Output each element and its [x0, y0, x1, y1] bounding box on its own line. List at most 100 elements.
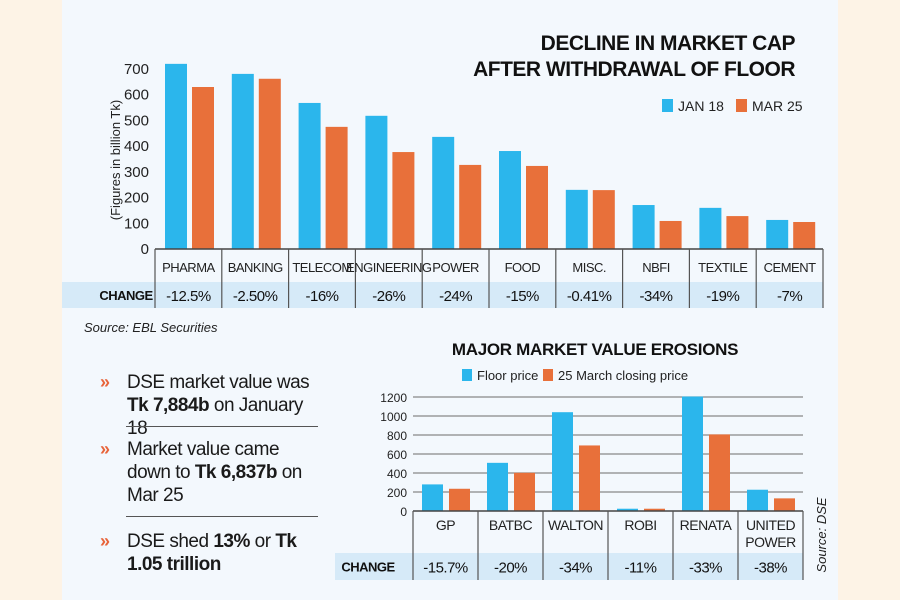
- bullet-text: on Mar 25: [127, 462, 302, 506]
- y-tick-label: 200: [387, 486, 407, 500]
- legend-label: JAN 18: [678, 98, 724, 114]
- y-tick-label: 400: [387, 467, 407, 481]
- change-value: -26%: [372, 288, 405, 305]
- bar-series1-telecom: [298, 102, 321, 249]
- y-tick-label: 200: [124, 190, 149, 207]
- top-chart-source: Source: EBL Securities: [84, 320, 218, 335]
- chevron-right-icon: »: [100, 531, 110, 551]
- category-label: WALTON: [548, 517, 603, 533]
- bar-series2-banking: [258, 78, 281, 250]
- change-value: -24%: [439, 288, 472, 305]
- y-tick-label: 600: [387, 448, 407, 462]
- chevron-right-icon: »: [100, 372, 110, 392]
- legend-label: Floor price: [477, 368, 538, 383]
- bullet-text: on January 18: [127, 395, 303, 439]
- bar-series2-cement: [793, 222, 816, 249]
- bar-series2-textile: [726, 216, 749, 249]
- y-axis-label: (Figures in billion Tk): [108, 100, 123, 220]
- y-tick-label: 300: [124, 164, 149, 181]
- category-label: RENATA: [680, 517, 733, 533]
- bar-series2-telecom: [325, 126, 348, 249]
- bar-series1-textile: [699, 207, 722, 249]
- category-label: FOOD: [505, 260, 541, 275]
- bar-series2-batbc: [514, 472, 535, 511]
- bullet-bold: Tk 7,884b: [127, 395, 210, 416]
- y-tick-label: 1200: [380, 391, 407, 405]
- bar-series1-walton: [552, 412, 573, 511]
- bar-series1-power: [432, 136, 455, 249]
- bullet-bold: 13%: [213, 531, 250, 552]
- category-label: UNITED: [746, 517, 796, 533]
- bar-series2-unitedpower: [774, 498, 795, 511]
- y-tick-label: 1000: [380, 410, 407, 424]
- bar-series1-gp: [422, 484, 443, 511]
- change-value: -34%: [559, 560, 592, 577]
- bullet-text: or: [249, 531, 276, 552]
- change-value: -11%: [625, 560, 657, 577]
- bar-series2-gp: [449, 488, 470, 511]
- bar-series1-renata: [682, 396, 703, 511]
- bar-series2-robi: [644, 508, 665, 511]
- legend-swatch-closing: [543, 369, 553, 381]
- bar-series1-banking: [231, 73, 254, 249]
- category-label: TEXTILE: [698, 260, 748, 275]
- bullet-3: » DSE shed 13% or Tk 1.05 trillion: [100, 530, 320, 576]
- bar-series2-pharma: [192, 87, 214, 249]
- chart-title: AFTER WITHDRAWAL OF FLOOR: [473, 58, 795, 81]
- bullet-2: » Market value came down to Tk 6,837b on…: [100, 438, 320, 507]
- legend-swatch-jan18: [662, 99, 673, 112]
- bar-series1-engineering: [365, 115, 388, 249]
- category-label: CEMENT: [764, 260, 816, 275]
- bar-series2-renata: [709, 434, 730, 511]
- bar-series1-batbc: [487, 462, 508, 511]
- chart-title: DECLINE IN MARKET CAP: [541, 32, 796, 55]
- bullet-bold: Tk 1.05 trillion: [127, 531, 297, 575]
- change-value: -15%: [506, 288, 539, 305]
- bullet-text: DSE market value was: [127, 372, 310, 393]
- chevron-right-icon: »: [100, 439, 110, 459]
- bar-series1-cement: [766, 219, 789, 249]
- change-label: CHANGE: [341, 560, 395, 575]
- bullet-text: DSE shed: [127, 531, 214, 552]
- change-value: -34%: [639, 288, 672, 305]
- category-label: ENGINEERING: [346, 260, 432, 275]
- y-tick-label: 500: [124, 112, 149, 129]
- bullet-1: » DSE market value was Tk 7,884b on Janu…: [100, 371, 320, 440]
- change-value: -2.50%: [233, 288, 278, 305]
- bottom-chart-source: Source: DSE: [814, 497, 829, 572]
- change-value: -15.7%: [423, 560, 468, 577]
- category-label: PHARMA: [162, 260, 215, 275]
- chart-title: MAJOR MARKET VALUE EROSIONS: [452, 340, 738, 359]
- bar-series1-food: [499, 151, 521, 249]
- legend-label: MAR 25: [752, 98, 803, 114]
- category-label: BANKING: [228, 260, 283, 275]
- change-label: CHANGE: [99, 288, 153, 303]
- bar-series2-food: [526, 165, 548, 249]
- change-value: -33%: [689, 560, 722, 577]
- y-tick-label: 100: [124, 215, 149, 232]
- y-tick-label: 700: [124, 61, 149, 78]
- legend-swatch-mar25: [736, 99, 747, 112]
- bar-series2-misc: [592, 190, 615, 249]
- divider: [126, 426, 318, 427]
- category-label: BATBC: [489, 517, 533, 533]
- change-value: -16%: [305, 288, 338, 305]
- y-tick-label: 400: [124, 138, 149, 155]
- category-label: POWER: [745, 534, 796, 550]
- category-label: GP: [436, 517, 455, 533]
- bullet-text: Market value came down to: [127, 439, 280, 483]
- y-tick-label: 800: [387, 429, 407, 443]
- bar-series1-nbfi: [632, 205, 655, 249]
- category-label: POWER: [432, 260, 479, 275]
- change-value: -19%: [706, 288, 739, 305]
- bar-series2-walton: [579, 445, 600, 511]
- bar-series2-engineering: [392, 152, 415, 249]
- legend-swatch-floor: [462, 369, 472, 381]
- bar-series2-power: [459, 164, 482, 249]
- bullet-bold: Tk 6,837b: [194, 462, 278, 483]
- y-tick-label: 0: [141, 241, 149, 258]
- category-label: TELECOM: [292, 260, 351, 275]
- category-label: NBFI: [642, 260, 670, 275]
- bar-series1-pharma: [165, 63, 187, 249]
